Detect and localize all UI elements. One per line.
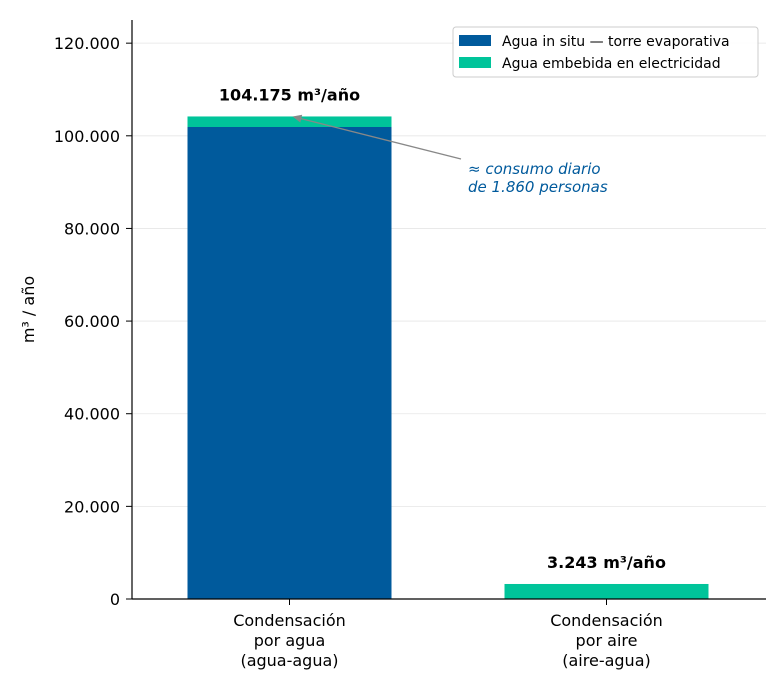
y-tick-label: 60.000: [64, 312, 120, 331]
legend-swatch: [459, 35, 491, 46]
x-tick-label: (agua-agua): [240, 651, 338, 670]
x-tick-label: por aire: [576, 631, 638, 650]
annotation-text: de 1.860 personas: [468, 178, 608, 196]
y-axis-title: m³ / año: [19, 276, 38, 343]
x-tick-label: Condensación: [233, 611, 346, 630]
bar-segment: [504, 583, 709, 599]
x-tick-label: Condensación: [550, 611, 663, 630]
legend-swatch: [459, 57, 491, 68]
bar-segment: [187, 116, 392, 127]
y-tick-label: 100.000: [54, 127, 120, 146]
annotation-arrow-head: [292, 114, 303, 123]
annotation-arrow-line: [298, 117, 462, 160]
total-labels: 104.175 m³/año 3.243 m³/año: [219, 85, 666, 572]
y-tick-label: 0: [110, 590, 120, 609]
y-ticks: 0 20.000 40.000 60.000 80.000 100.000 120.000: [54, 34, 132, 609]
bar-segment: [187, 126, 392, 599]
x-tick-label: por agua: [254, 631, 326, 650]
legend-label: Agua embebida en electricidad: [502, 56, 721, 72]
annotation-text: ≈ consumo diario: [468, 160, 601, 178]
total-value-label: 3.243 m³/año: [547, 553, 666, 572]
y-tick-label: 20.000: [64, 497, 120, 516]
bars: [187, 116, 709, 599]
axes: [131, 20, 766, 600]
legend-box: [452, 26, 759, 78]
y-tick-label: 40.000: [64, 405, 120, 424]
total-value-label: 104.175 m³/año: [219, 85, 360, 104]
x-tick-label: (aire-agua): [562, 651, 650, 670]
legend-label: Agua in situ — torre evaporativa: [502, 34, 730, 50]
y-tick-label: 120.000: [54, 34, 120, 53]
legend: Agua in situ — torre evaporativa Agua emb…: [452, 26, 759, 78]
y-tick-label: 80.000: [64, 219, 120, 238]
